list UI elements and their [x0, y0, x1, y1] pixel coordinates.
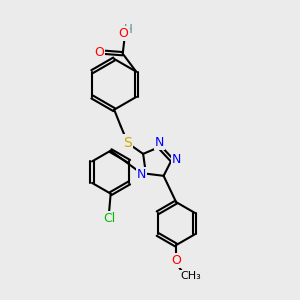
Text: N: N — [137, 168, 146, 181]
Text: O: O — [119, 27, 128, 40]
Text: N: N — [172, 153, 181, 166]
Text: O: O — [94, 46, 104, 59]
Text: CH₃: CH₃ — [181, 271, 201, 281]
Text: N: N — [155, 136, 164, 148]
Text: O: O — [171, 254, 181, 266]
Text: H: H — [124, 23, 133, 36]
Text: Cl: Cl — [103, 212, 115, 225]
Text: S: S — [123, 136, 132, 149]
